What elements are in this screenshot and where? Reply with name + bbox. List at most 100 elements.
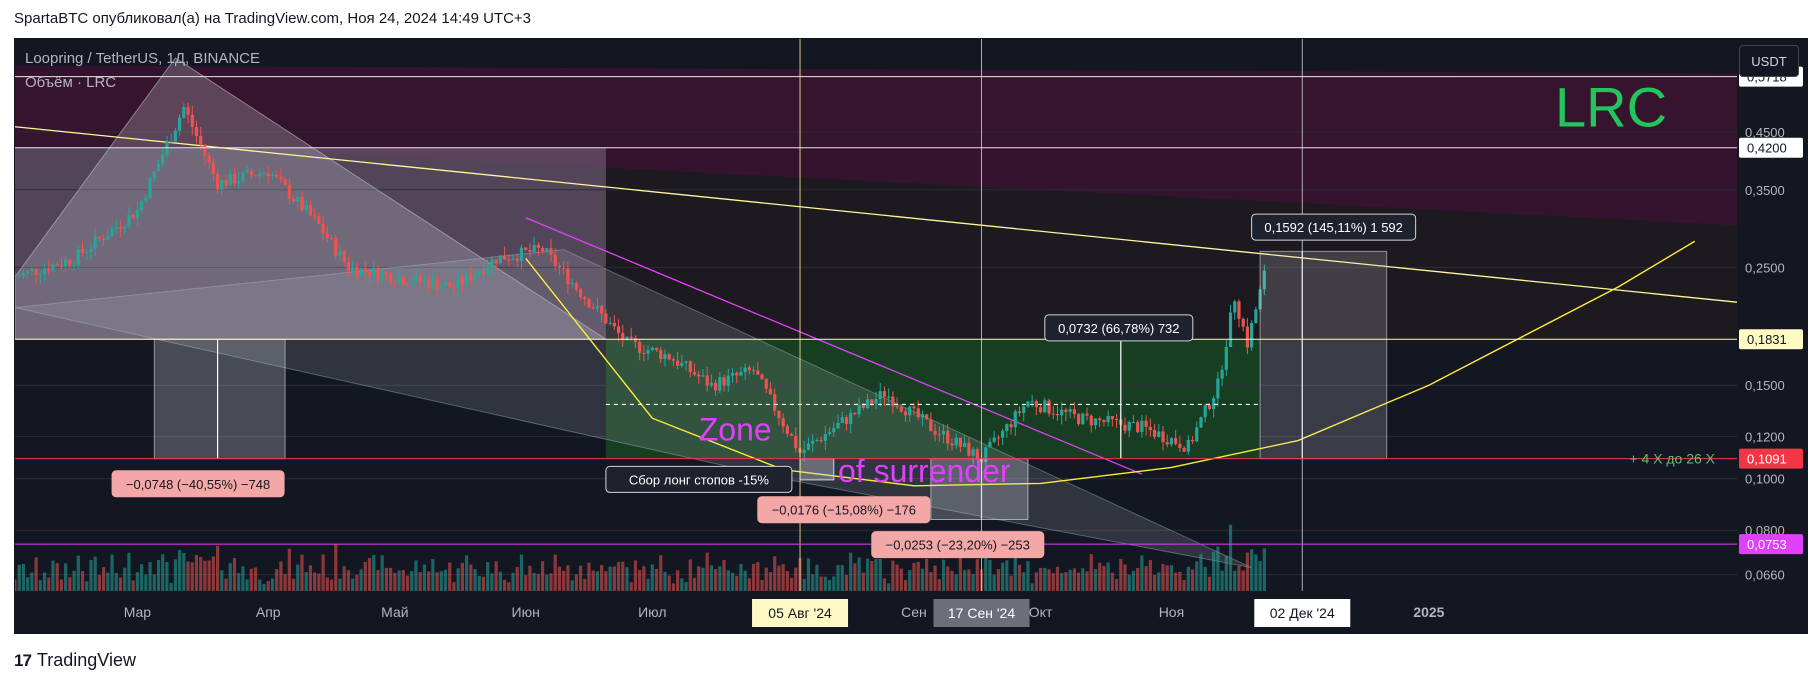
candle-body — [971, 449, 975, 456]
volume-bar — [405, 575, 410, 591]
volume-bar — [384, 567, 389, 591]
candle-body — [887, 396, 891, 398]
candle-body — [827, 432, 832, 434]
price-badge — [1739, 329, 1803, 350]
volume-bar — [363, 561, 367, 591]
candle-body — [135, 209, 139, 219]
volume-bar — [89, 559, 93, 591]
volume-bar — [1102, 565, 1106, 591]
candle-body — [832, 428, 836, 433]
candle-body — [211, 162, 215, 174]
volume-bar — [1064, 572, 1068, 591]
volume-bar — [397, 570, 401, 591]
candle-body — [266, 173, 270, 177]
volume-bar — [515, 567, 519, 591]
volume-bar — [300, 554, 304, 591]
volume-bar — [844, 574, 849, 591]
volume-bar — [612, 566, 616, 591]
volume-bar — [946, 566, 950, 591]
volume-bar — [1068, 569, 1072, 591]
volume-bar — [152, 574, 156, 591]
price-chart[interactable]: 0,06600,08000,10000,12000,15000,25000,35… — [15, 39, 1807, 633]
candle-body — [557, 265, 562, 268]
candle-body — [840, 417, 844, 423]
candle-body — [397, 277, 401, 284]
candle-body — [380, 272, 384, 281]
chart-frame[interactable]: Loopring / TetherUS, 1Д, BINANCE Объём ·… — [14, 38, 1808, 634]
volume-bar — [85, 581, 89, 591]
candle-body — [1127, 422, 1131, 431]
candle-body — [861, 405, 865, 408]
candle-body — [941, 430, 946, 435]
candle-body — [123, 226, 127, 229]
volume-bar — [502, 579, 507, 591]
volume-bar — [895, 564, 899, 591]
volume-bar — [443, 569, 448, 591]
volume-bar — [144, 574, 148, 591]
volume-bar — [633, 560, 638, 591]
volume-bar — [984, 548, 988, 591]
candle-body — [376, 267, 380, 281]
volume-bar — [283, 574, 287, 591]
candle-body — [15, 276, 17, 278]
volume-bar — [367, 558, 372, 591]
volume-bar — [431, 559, 435, 591]
volume-bar — [114, 573, 118, 591]
volume-bar — [1055, 566, 1060, 591]
candle-body — [72, 264, 76, 266]
candle-body — [490, 259, 494, 268]
volume-bar — [498, 571, 502, 591]
target-note: + 4 X до 26 X — [1629, 451, 1715, 467]
date-badge — [933, 599, 1030, 627]
volume-bar — [1245, 552, 1250, 591]
volume-bar — [135, 572, 139, 591]
measure-sep-label: −0,0253 (−23,20%) −253 — [886, 538, 1030, 553]
volume-bar — [47, 577, 51, 591]
volume-bar — [891, 560, 895, 591]
candle-body — [777, 410, 781, 419]
candle-body — [621, 332, 625, 340]
volume-bar — [241, 566, 245, 591]
date-badge-label: 02 Дек '24 — [1270, 605, 1335, 621]
currency-button[interactable]: USDT — [1739, 45, 1799, 77]
volume-bar — [823, 576, 827, 591]
candle-body — [659, 350, 663, 360]
volume-bar — [899, 568, 903, 591]
y-tick-label: 0,4500 — [1745, 125, 1785, 140]
y-tick-label: 0,1500 — [1745, 378, 1785, 393]
volume-bar — [1254, 554, 1258, 591]
volume-bar — [34, 557, 38, 591]
volume-bar — [811, 574, 815, 591]
volume-bar — [642, 566, 646, 591]
volume-bar — [15, 579, 17, 591]
volume-bar — [574, 574, 578, 591]
candle-body — [1093, 418, 1098, 426]
volume-bar — [1089, 554, 1093, 591]
volume-bar — [380, 555, 384, 591]
time-axis-background — [15, 591, 1737, 633]
candle-body — [481, 271, 486, 274]
volume-bar — [1195, 561, 1199, 591]
volume-bar — [1258, 560, 1262, 591]
candle-body — [1195, 427, 1199, 442]
candle-body — [524, 247, 528, 250]
candle-body — [317, 216, 321, 224]
volume-bar — [861, 572, 865, 591]
candle-body — [253, 175, 258, 177]
volume-bar — [249, 568, 253, 591]
candle-body — [393, 282, 397, 284]
candle-body — [329, 238, 334, 240]
volume-bar — [768, 572, 773, 591]
volume-bar — [190, 562, 194, 591]
volume-bar — [1043, 567, 1047, 591]
candle-body — [1047, 400, 1051, 414]
candle-body — [26, 270, 30, 273]
candle-body — [671, 359, 676, 361]
volume-bar — [494, 561, 498, 591]
trend-line-magenta — [525, 217, 1143, 475]
volume-bar — [1098, 562, 1102, 591]
candle-body — [359, 268, 363, 277]
candle-body — [1026, 401, 1030, 407]
volume-bar — [1190, 569, 1195, 591]
volume-bar — [456, 568, 460, 591]
